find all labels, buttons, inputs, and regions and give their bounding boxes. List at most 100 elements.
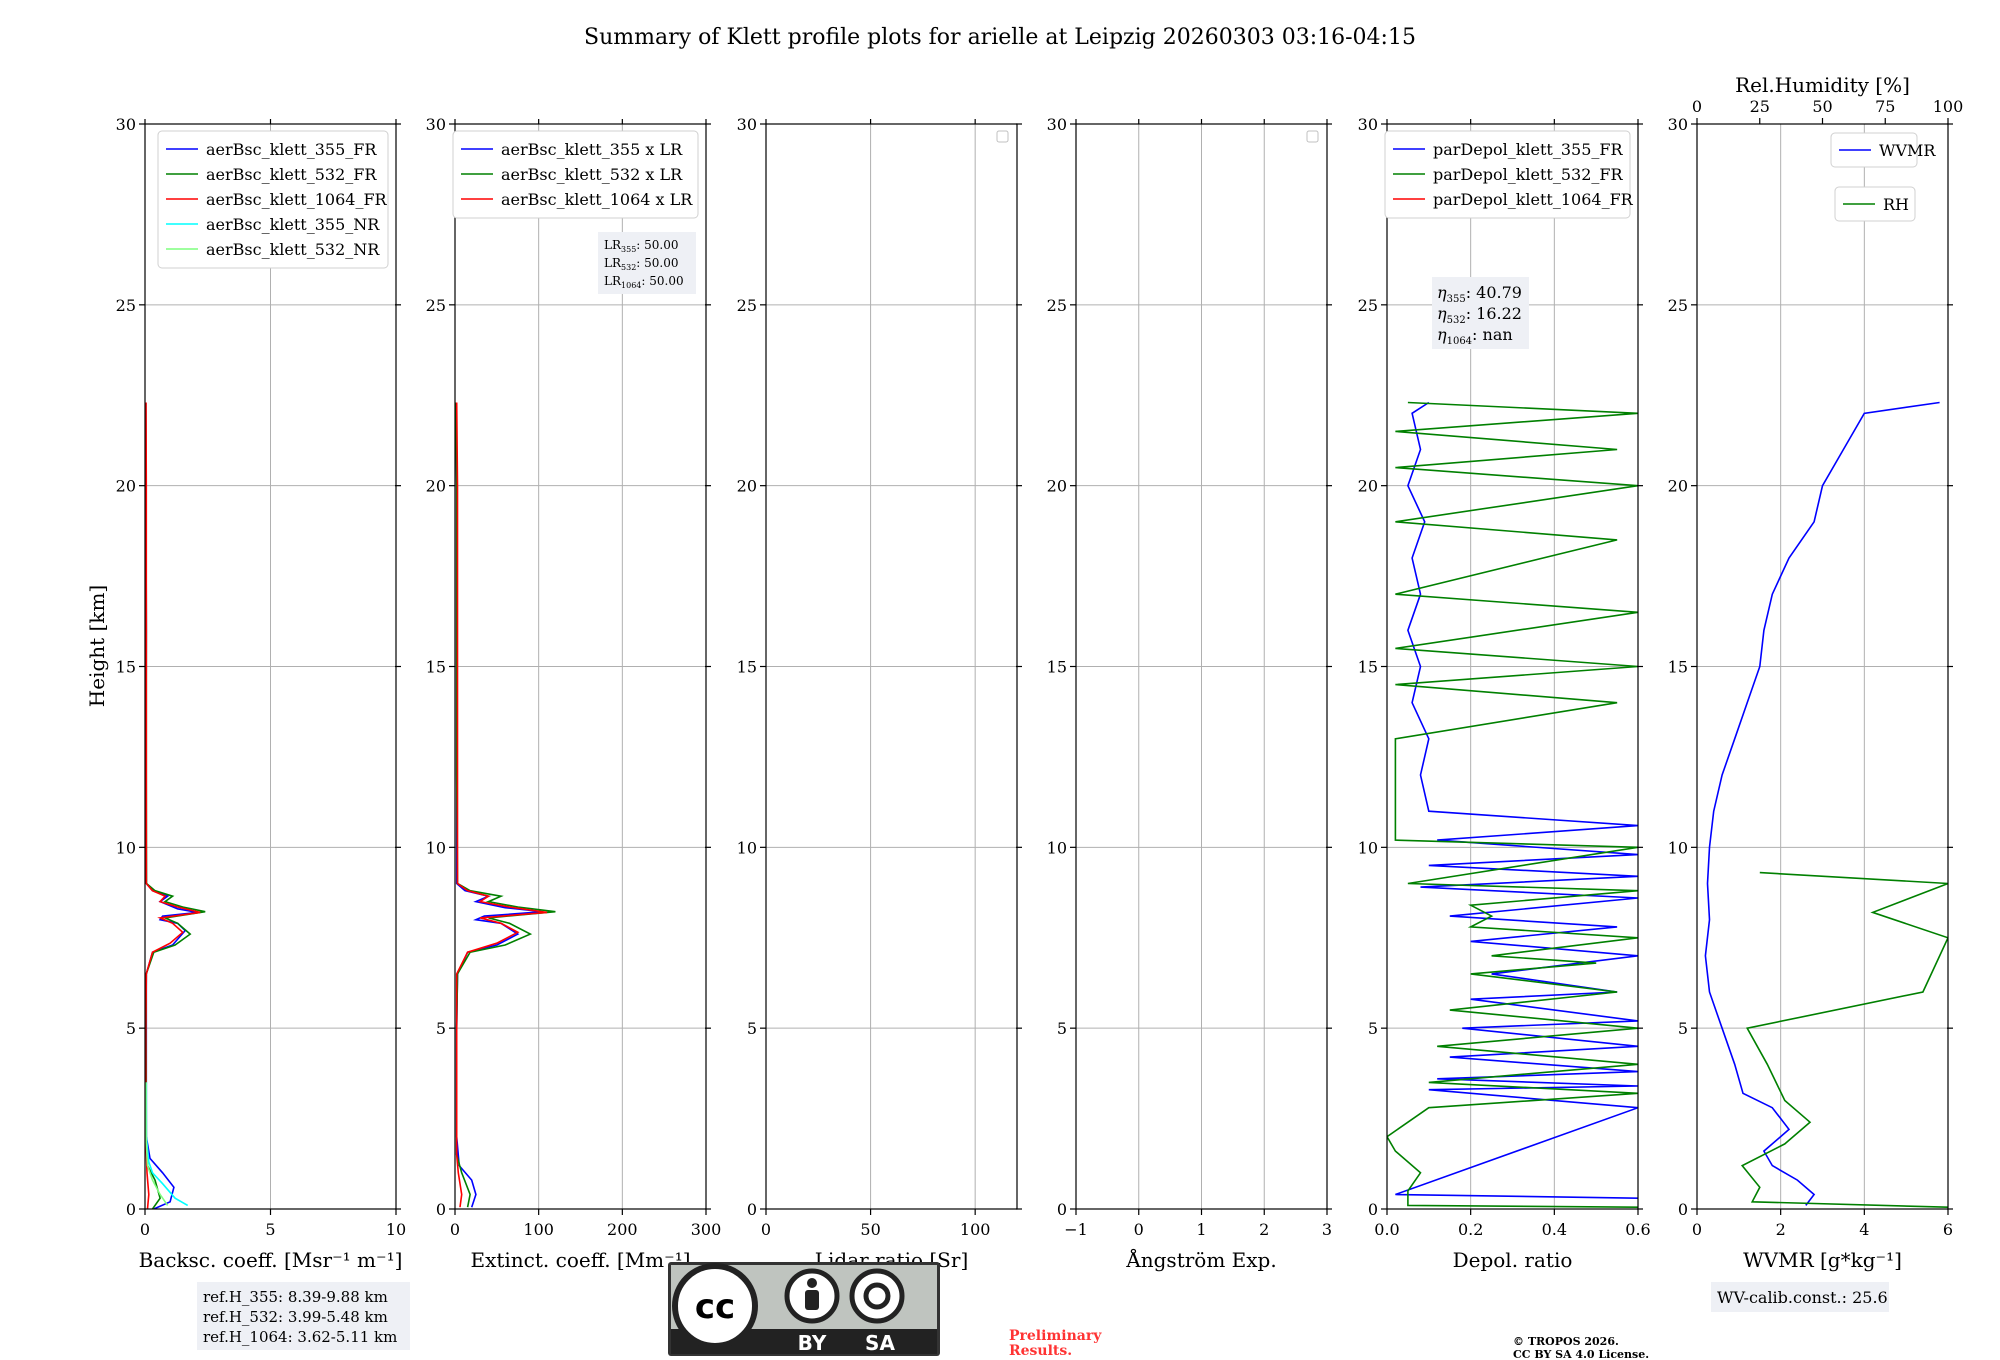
- lidar-ratio-box: LR355: 50.00 LR532: 50.00 LR1064: 50.00: [598, 232, 696, 294]
- y-tick-label: 0: [1678, 1200, 1688, 1219]
- y-tick-label: 25: [1668, 296, 1688, 315]
- legend-label: aerBsc_klett_355_FR: [206, 140, 377, 159]
- x-tick-label: 0.6: [1625, 1220, 1650, 1239]
- y-tick-label: 25: [1358, 296, 1378, 315]
- series-line: [1740, 871, 1948, 1208]
- lidar-ratio-line: LR532: 50.00: [604, 256, 679, 272]
- x-axis-label: Depol. ratio: [1453, 1248, 1573, 1272]
- panel-depol: 0 5 10 15 20 25 30 0.0 0.2 0.4 0.6 Depol. ratio parD…: [1358, 115, 1651, 1272]
- y-tick-label: 30: [1358, 115, 1378, 134]
- y-tick-label: 5: [1368, 1019, 1378, 1038]
- y-tick-label: 0: [1368, 1200, 1378, 1219]
- x-axis-label: Ångström Exp.: [1125, 1247, 1276, 1272]
- y-tick-label: 20: [1358, 477, 1378, 496]
- top-axis-label: Rel.Humidity [%]: [1735, 73, 1910, 97]
- series-line: [455, 402, 543, 1208]
- cc-icon: [672, 1263, 758, 1349]
- x-tick-label: 6: [1943, 1220, 1953, 1239]
- legend-rh: RH: [1834, 186, 1916, 222]
- y-tick-label: 20: [1668, 477, 1688, 496]
- y-tick-label: 30: [1668, 115, 1688, 134]
- note-line: CC BY SA 4.0 License.: [1513, 1348, 1649, 1360]
- top-x-tick-label: 50: [1812, 97, 1832, 116]
- x-tick-label: 0: [761, 1220, 771, 1239]
- x-axis-label: Backsc. coeff. [Msr⁻¹ m⁻¹]: [139, 1248, 403, 1272]
- y-tick-label: 15: [1668, 658, 1688, 677]
- x-tick-label: 2: [1776, 1220, 1786, 1239]
- legend-label: aerBsc_klett_1064_FR: [206, 190, 388, 209]
- eta-line: η355: 40.79: [1437, 283, 1522, 305]
- series-line: [455, 402, 548, 1208]
- x-tick-label: 200: [607, 1220, 638, 1239]
- legend-frame: [1830, 132, 1918, 168]
- legend-frame: [157, 130, 389, 269]
- y-tick-label: 15: [426, 658, 446, 677]
- legend: aerBsc_klett_355_FR aerBsc_klett_532_FRae…: [157, 130, 389, 269]
- y-tick-label: 5: [747, 1019, 757, 1038]
- wv-calib-text: WV-calib.const.: 25.6: [1717, 1288, 1888, 1307]
- x-tick-label: 0.4: [1542, 1220, 1567, 1239]
- y-tick-label: 5: [126, 1019, 136, 1038]
- top-x-tick-label: 75: [1875, 97, 1895, 116]
- top-x-tick-label: 0: [1692, 97, 1702, 116]
- ref-height-line: ref.H_1064: 3.62-5.11 km: [203, 1328, 397, 1346]
- wv-calib-box: WV-calib.const.: 25.6: [1711, 1282, 1889, 1312]
- x-tick-label: 5: [265, 1220, 275, 1239]
- y-tick-label: 25: [1047, 296, 1067, 315]
- y-tick-label: 5: [1678, 1019, 1688, 1038]
- cc-by-sa-logo: cc BY SA: [668, 1262, 940, 1356]
- y-tick-label: 15: [1047, 658, 1067, 677]
- panel-backscatter: 0 5 10 15 20 25 30 0 5 10 Backsc. coeff. [Msr⁻¹ m⁻…: [116, 115, 410, 1350]
- y-tick-label: 30: [426, 115, 446, 134]
- x-tick-label: 4: [1859, 1220, 1869, 1239]
- y-tick-label: 25: [737, 296, 757, 315]
- y-tick-label: 15: [1358, 658, 1378, 677]
- series-line: [145, 1082, 189, 1207]
- top-x-tick-label: 25: [1750, 97, 1770, 116]
- legend-label: RH: [1883, 195, 1909, 214]
- y-tick-label: 10: [426, 838, 446, 857]
- note-line: Preliminary: [1009, 1328, 1102, 1344]
- sa-text: SA: [865, 1331, 895, 1355]
- y-tick-label: 15: [116, 658, 136, 677]
- y-tick-label: 0: [436, 1200, 446, 1219]
- legend-frame: [452, 130, 699, 219]
- ref-height-line: ref.H_532: 3.99-5.48 km: [203, 1308, 388, 1326]
- legend-label: parDepol_klett_355_FR: [1433, 140, 1624, 159]
- y-tick-label: 10: [1668, 838, 1688, 857]
- x-tick-label: 1: [1196, 1220, 1206, 1239]
- y-tick-label: 10: [737, 838, 757, 857]
- legend-label: aerBsc_klett_532 x LR: [501, 165, 683, 184]
- x-tick-label: 100: [960, 1220, 991, 1239]
- y-tick-label: 0: [126, 1200, 136, 1219]
- y-tick-label: 0: [747, 1200, 757, 1219]
- legend: aerBsc_klett_355 x LR aerBsc_klett_532 x …: [452, 130, 699, 219]
- lidar-ratio-line: LR355: 50.00: [604, 238, 679, 254]
- y-tick-label: 5: [1057, 1019, 1067, 1038]
- y-tick-label: 5: [436, 1019, 446, 1038]
- x-axis-label: WVMR [g*kg⁻¹]: [1743, 1248, 1902, 1272]
- y-tick-label: 25: [426, 296, 446, 315]
- series-line: [455, 402, 556, 1208]
- y-tick-label: 30: [116, 115, 136, 134]
- x-tick-label: 0.2: [1458, 1220, 1483, 1239]
- cc-text: cc: [695, 1287, 735, 1327]
- y-tick-label: 20: [426, 477, 446, 496]
- legend-wvmr: WVMR: [1830, 132, 1936, 168]
- y-tick-label: 10: [1047, 838, 1067, 857]
- series-line: [145, 402, 198, 1209]
- x-tick-label: −1: [1064, 1220, 1088, 1239]
- legend-label: parDepol_klett_532_FR: [1433, 165, 1624, 184]
- series-line: [145, 1082, 169, 1206]
- x-tick-label: 50: [860, 1220, 880, 1239]
- x-tick-label: 3: [1322, 1220, 1332, 1239]
- series-line: [145, 402, 201, 1209]
- series-line: [1704, 401, 1940, 1206]
- y-tick-label: 20: [116, 477, 136, 496]
